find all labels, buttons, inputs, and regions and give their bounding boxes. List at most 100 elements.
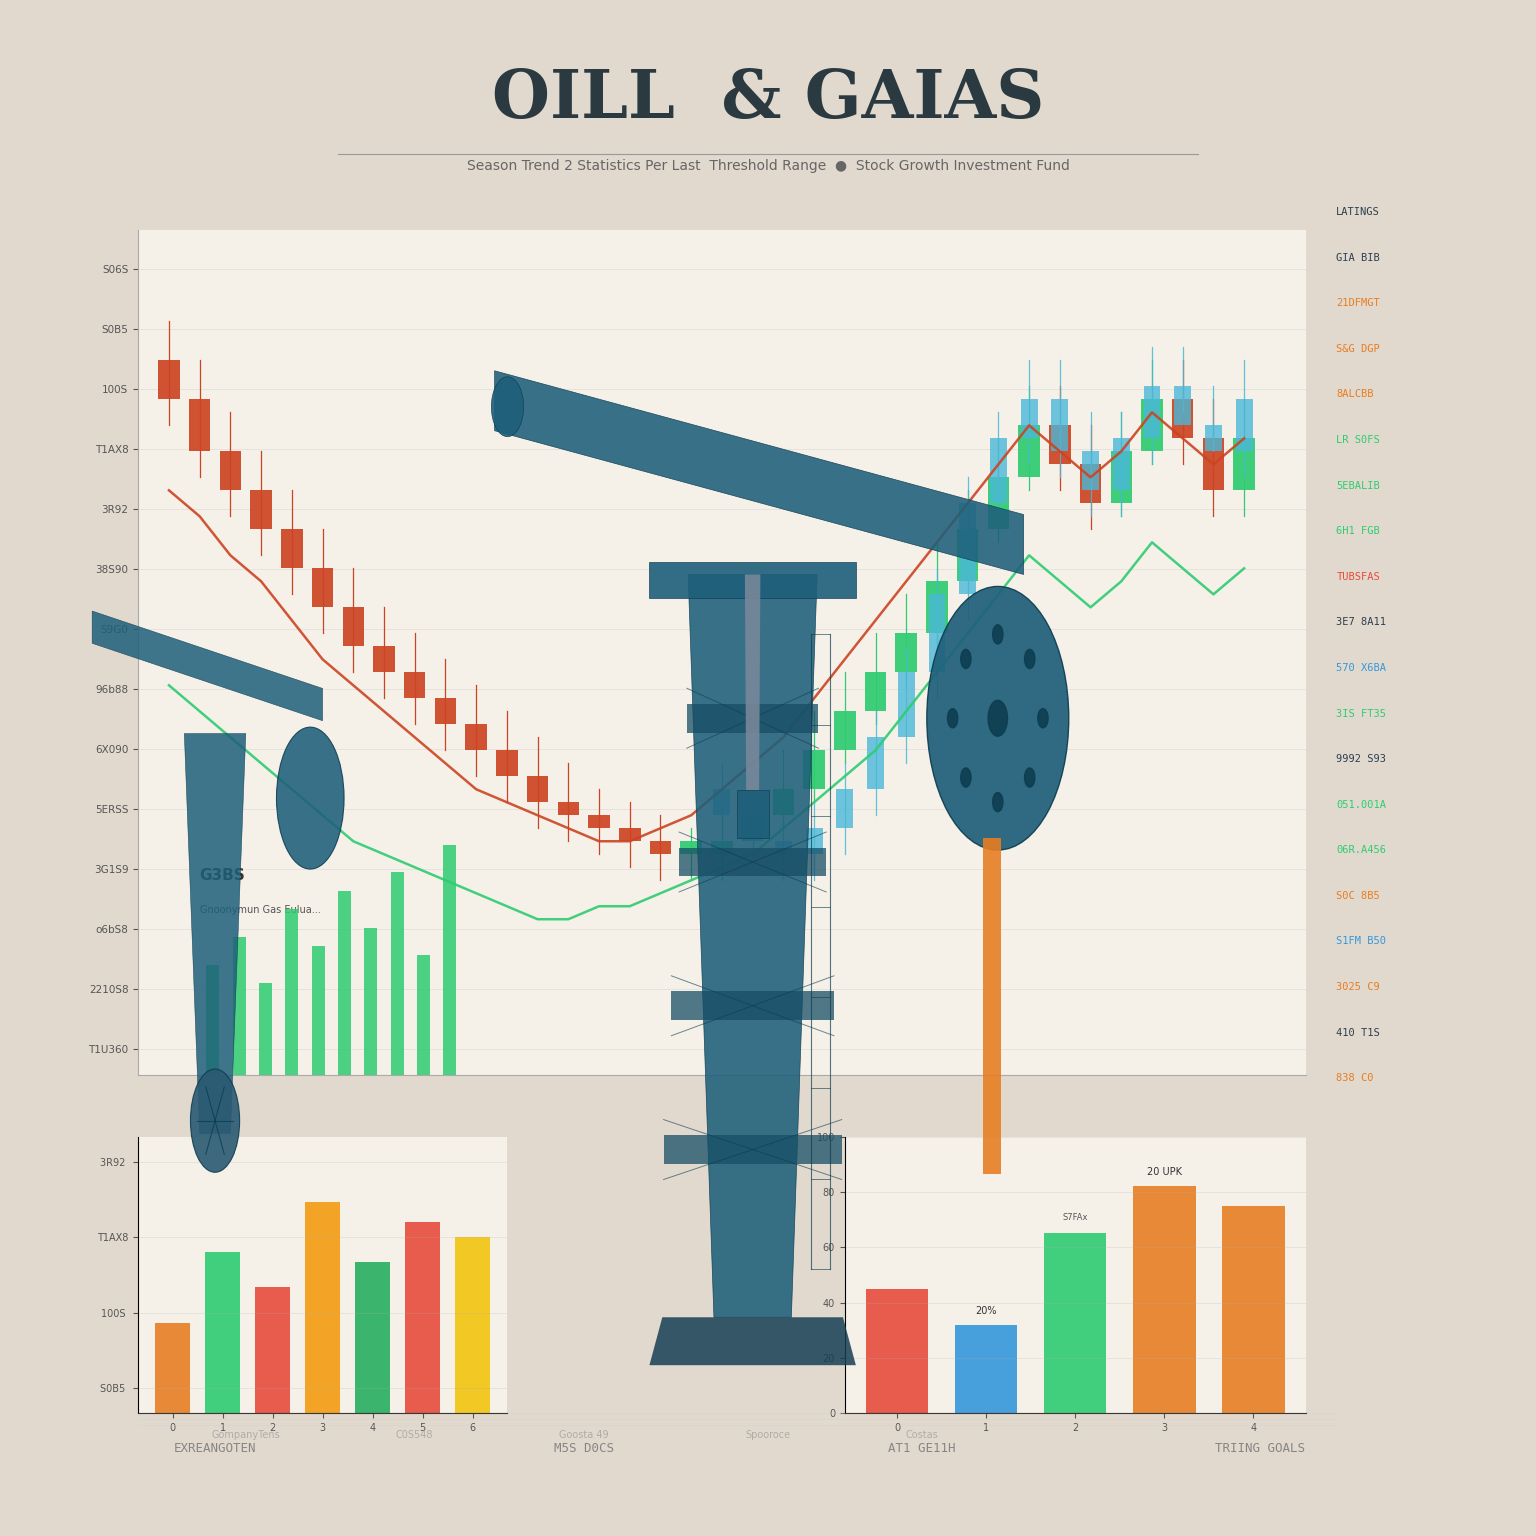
Bar — [926, 581, 948, 633]
Bar — [803, 750, 825, 790]
Bar — [1223, 1206, 1284, 1413]
Polygon shape — [736, 790, 768, 839]
Bar — [232, 937, 246, 1075]
Bar — [306, 1203, 339, 1413]
Bar — [1049, 425, 1071, 464]
Text: S&G DGP: S&G DGP — [1336, 344, 1379, 353]
Bar — [406, 1223, 441, 1413]
Bar — [444, 845, 456, 1075]
Bar — [989, 438, 1008, 504]
Bar — [743, 816, 762, 842]
Text: 20 UPK: 20 UPK — [1147, 1167, 1181, 1178]
Bar — [1233, 438, 1255, 490]
Text: 838 C0: 838 C0 — [1336, 1074, 1373, 1083]
Text: C0S548: C0S548 — [396, 1430, 433, 1439]
Bar — [260, 983, 272, 1075]
Bar — [1235, 399, 1252, 452]
Bar — [1134, 1186, 1195, 1413]
Bar — [364, 928, 378, 1075]
Bar — [338, 891, 352, 1075]
Bar — [774, 842, 793, 854]
Bar — [404, 673, 425, 699]
Text: 06R.A456: 06R.A456 — [1336, 845, 1387, 856]
Text: OILL  & GAIAS: OILL & GAIAS — [492, 68, 1044, 132]
Text: GIA BIB: GIA BIB — [1336, 252, 1379, 263]
Text: S7FAx: S7FAx — [1063, 1212, 1087, 1221]
Bar — [250, 490, 272, 530]
Bar — [1111, 452, 1132, 504]
Bar — [527, 776, 548, 802]
Bar — [158, 361, 180, 399]
Circle shape — [492, 376, 524, 436]
Bar — [1081, 452, 1098, 490]
Bar — [220, 452, 241, 490]
Bar — [455, 1236, 490, 1413]
Bar — [390, 872, 404, 1075]
Bar — [866, 1289, 928, 1413]
Circle shape — [1025, 650, 1035, 668]
Polygon shape — [664, 1135, 842, 1164]
Bar — [957, 530, 978, 581]
Polygon shape — [92, 611, 323, 720]
Bar — [435, 699, 456, 725]
Text: 570 X6BA: 570 X6BA — [1336, 664, 1387, 673]
Text: TUBSFAS: TUBSFAS — [1336, 571, 1379, 582]
Text: EXREANGOTEN: EXREANGOTEN — [174, 1441, 257, 1455]
Text: LR S0FS: LR S0FS — [1336, 435, 1379, 445]
Text: 3IS FT35: 3IS FT35 — [1336, 708, 1387, 719]
Text: LATINGS: LATINGS — [1336, 207, 1379, 217]
Bar — [958, 504, 977, 594]
Bar — [836, 790, 854, 828]
Bar — [189, 399, 210, 452]
Circle shape — [190, 1069, 240, 1172]
Text: Spooroce: Spooroce — [745, 1430, 791, 1439]
Polygon shape — [671, 991, 834, 1020]
Bar — [155, 1322, 190, 1413]
Text: Goosta 49: Goosta 49 — [559, 1430, 608, 1439]
Text: GompanyTens: GompanyTens — [212, 1430, 280, 1439]
Text: S1FM B50: S1FM B50 — [1336, 937, 1387, 946]
Bar — [255, 1287, 290, 1413]
Bar — [834, 711, 856, 750]
Polygon shape — [745, 574, 760, 790]
Polygon shape — [184, 734, 246, 1134]
Text: G3BS: G3BS — [200, 868, 246, 883]
Text: Costas: Costas — [905, 1430, 938, 1439]
Bar — [619, 828, 641, 842]
Bar — [1080, 464, 1101, 504]
Circle shape — [1038, 708, 1048, 728]
Text: 9992 S93: 9992 S93 — [1336, 754, 1387, 763]
Bar — [1018, 425, 1040, 478]
Bar — [928, 594, 945, 673]
Text: 410 T1S: 410 T1S — [1336, 1028, 1379, 1038]
Bar — [1172, 399, 1193, 438]
Bar — [773, 790, 794, 816]
Text: TRIING GOALS: TRIING GOALS — [1215, 1441, 1304, 1455]
Bar — [1020, 399, 1038, 438]
Text: 3E7 8A11: 3E7 8A11 — [1336, 617, 1387, 627]
Bar — [865, 673, 886, 711]
Text: AT1 GE11H: AT1 GE11H — [888, 1441, 955, 1455]
Bar — [895, 633, 917, 673]
Circle shape — [992, 625, 1003, 644]
Bar — [286, 909, 298, 1075]
Bar — [206, 965, 220, 1075]
Bar — [805, 828, 823, 854]
Bar — [1044, 1233, 1106, 1413]
Polygon shape — [688, 574, 817, 1318]
Bar — [711, 842, 733, 854]
Polygon shape — [687, 703, 819, 733]
Text: 8ALCBB: 8ALCBB — [1336, 389, 1373, 399]
Polygon shape — [679, 848, 826, 877]
Bar — [897, 673, 914, 737]
Bar — [680, 842, 702, 854]
Ellipse shape — [926, 587, 1069, 849]
Text: 3025 C9: 3025 C9 — [1336, 982, 1379, 992]
Bar — [1174, 387, 1190, 425]
Bar — [1051, 399, 1068, 452]
Bar — [1112, 438, 1129, 490]
Bar — [1141, 399, 1163, 452]
Polygon shape — [495, 370, 1023, 574]
Bar — [312, 946, 324, 1075]
Polygon shape — [650, 1318, 856, 1366]
